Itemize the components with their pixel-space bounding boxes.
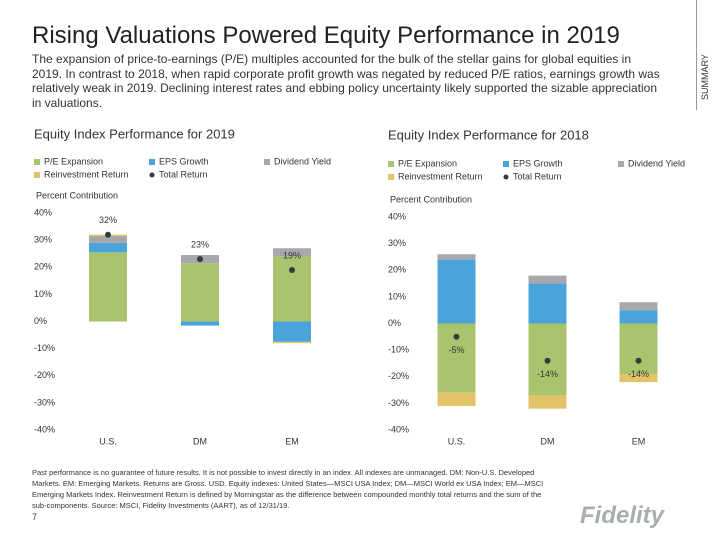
bar-segment (528, 283, 567, 324)
y-tick-label: -20% (34, 370, 55, 380)
y-tick-label: 20% (34, 262, 52, 272)
bar-segment (619, 302, 658, 311)
page-number: 7 (32, 512, 38, 522)
bar-segment (273, 341, 311, 344)
legend-swatch (388, 174, 394, 180)
legend-marker (503, 174, 509, 180)
value-label: 32% (99, 215, 117, 225)
y-tick-label: 40% (388, 211, 406, 221)
bar-segment (437, 259, 476, 324)
legend-label: Total Return (159, 169, 208, 179)
y-tick-label: -30% (34, 397, 55, 407)
bar-segment (619, 310, 658, 324)
bar-segment (619, 374, 658, 383)
y-tick-label: 30% (34, 235, 52, 245)
y-tick-label: 10% (34, 289, 52, 299)
value-label: -14% (537, 369, 558, 379)
legend-swatch (503, 161, 509, 167)
value-label: 23% (191, 239, 209, 249)
legend-label: EPS Growth (159, 156, 209, 166)
y-tick-label: 20% (388, 265, 406, 275)
axis-label: Percent Contribution (390, 194, 472, 204)
bar-segment (437, 254, 476, 260)
legend-label: Dividend Yield (628, 158, 685, 168)
y-tick-label: 0% (34, 316, 47, 326)
value-label: -14% (628, 369, 649, 379)
bar-segment (528, 275, 567, 284)
y-tick-label: -40% (388, 424, 409, 434)
y-tick-label: 40% (34, 207, 52, 217)
x-tick-label: U.S. (99, 436, 117, 446)
total-marker (453, 333, 460, 340)
bar-segment (528, 395, 567, 409)
legend-swatch (388, 161, 394, 167)
x-tick-label: EM (285, 436, 299, 446)
footnote: Past performance is no guarantee of futu… (32, 468, 544, 510)
legend-label: Total Return (513, 171, 562, 181)
total-marker (197, 256, 203, 263)
y-tick-label: -10% (34, 343, 55, 353)
y-tick-label: -40% (34, 424, 55, 434)
slide-title: Rising Valuations Powered Equity Perform… (32, 22, 620, 49)
y-tick-label: -30% (388, 398, 409, 408)
legend-label: P/E Expansion (398, 158, 457, 168)
y-tick-label: 10% (388, 291, 406, 301)
x-tick-label: EM (632, 436, 646, 446)
legend-swatch (264, 159, 270, 165)
logo: Fidelity (580, 502, 665, 529)
chart-title: Equity Index Performance for 2019 (34, 126, 235, 141)
legend-swatch (34, 159, 40, 165)
total-marker (289, 266, 295, 273)
y-tick-label: -10% (388, 345, 409, 355)
legend-label: EPS Growth (513, 158, 563, 168)
legend-label: Dividend Yield (274, 156, 331, 166)
divider (696, 0, 697, 110)
bar-segment (181, 263, 219, 322)
value-label: -5% (448, 345, 464, 355)
legend-label: Reinvestment Return (44, 169, 129, 179)
legend-label: Reinvestment Return (398, 171, 483, 181)
x-tick-label: U.S. (448, 436, 466, 446)
chart-title: Equity Index Performance for 2018 (388, 127, 589, 142)
bar-segment (273, 321, 311, 342)
x-tick-label: DM (193, 436, 207, 446)
y-tick-label: -20% (388, 371, 409, 381)
legend-marker (149, 172, 155, 178)
legend-swatch (618, 161, 624, 167)
total-marker (544, 357, 551, 364)
bar-segment (89, 252, 127, 322)
y-tick-label: 30% (388, 238, 406, 248)
y-tick-label: 0% (388, 318, 401, 328)
bar-segment (273, 256, 311, 322)
total-marker (105, 231, 111, 238)
legend-label: P/E Expansion (44, 156, 103, 166)
bar-segment (619, 323, 658, 375)
bar-segment (273, 248, 311, 257)
slide-subtitle: The expansion of price-to-earnings (P/E)… (32, 52, 660, 110)
bar-segment (89, 236, 127, 243)
legend-swatch (34, 172, 40, 178)
value-label: 19% (283, 250, 301, 260)
bar-segment (89, 242, 127, 253)
legend-swatch (149, 159, 155, 165)
x-tick-label: DM (541, 436, 555, 446)
bar-segment (181, 321, 219, 326)
axis-label: Percent Contribution (36, 190, 118, 200)
bar-segment (437, 392, 476, 407)
total-marker (635, 357, 642, 364)
